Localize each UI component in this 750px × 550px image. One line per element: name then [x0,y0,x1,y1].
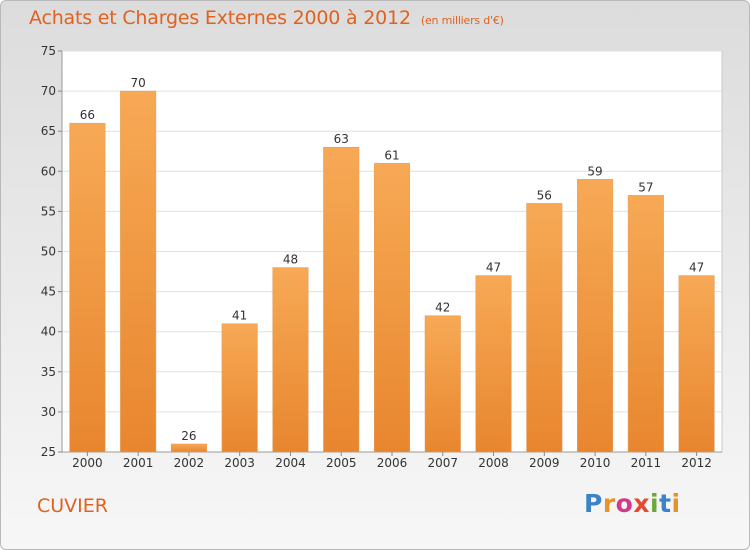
chart-title: Achats et Charges Externes 2000 à 2012 (e… [29,7,504,29]
data-label: 66 [80,108,95,122]
y-tick-label: 75 [41,44,56,58]
unit-note: (en milliers d'€) [420,14,504,27]
y-tick-label: 25 [41,445,56,459]
data-label: 47 [486,261,501,275]
bar [475,275,512,453]
x-tick-label: 2000 [72,456,103,470]
x-tick-label: 2011 [631,456,662,470]
bar [373,163,411,453]
y-tick-label: 35 [41,365,56,379]
data-label: 47 [689,261,704,275]
data-label: 41 [232,309,247,323]
y-tick-label: 60 [41,164,56,178]
data-label: 61 [384,148,399,162]
x-tick-label: 2005 [326,456,357,470]
x-tick-label: 2007 [427,456,458,470]
bar [424,315,461,453]
y-tick-label: 40 [41,325,56,339]
bar [627,195,664,453]
x-tick-label: 2001 [123,456,154,470]
commune-name: CUVIER [37,495,108,517]
x-tick-label: 2003 [224,456,255,470]
data-label: 70 [131,76,146,90]
y-tick-label: 65 [41,124,56,138]
x-tick-label: 2002 [174,456,205,470]
bar [526,203,563,453]
y-tick-label: 70 [41,84,56,98]
data-label: 59 [587,164,602,178]
proxiti-logo: Proxiti [584,489,681,518]
bar [272,267,309,453]
data-label: 57 [638,180,653,194]
x-tick-label: 2008 [478,456,509,470]
bar [170,443,207,453]
data-label: 63 [334,132,349,146]
y-tick-label: 55 [41,204,56,218]
bar [323,146,360,453]
data-label: 56 [537,188,552,202]
bar [678,275,715,453]
x-tick-label: 2009 [529,456,560,470]
data-label: 26 [181,429,196,443]
bar [69,122,106,453]
bar [120,90,157,453]
x-tick-label: 2012 [681,456,712,470]
x-tick-label: 2004 [275,456,306,470]
y-tick-label: 45 [41,285,56,299]
x-tick-label: 2010 [580,456,611,470]
title-text: Achats et Charges Externes 2000 à 2012 [29,7,411,29]
bar [221,323,258,453]
data-label: 42 [435,301,450,315]
y-tick-label: 30 [41,405,56,419]
x-tick-label: 2006 [377,456,408,470]
y-tick-label: 50 [41,245,56,259]
bar [577,179,614,453]
data-label: 48 [283,253,298,267]
